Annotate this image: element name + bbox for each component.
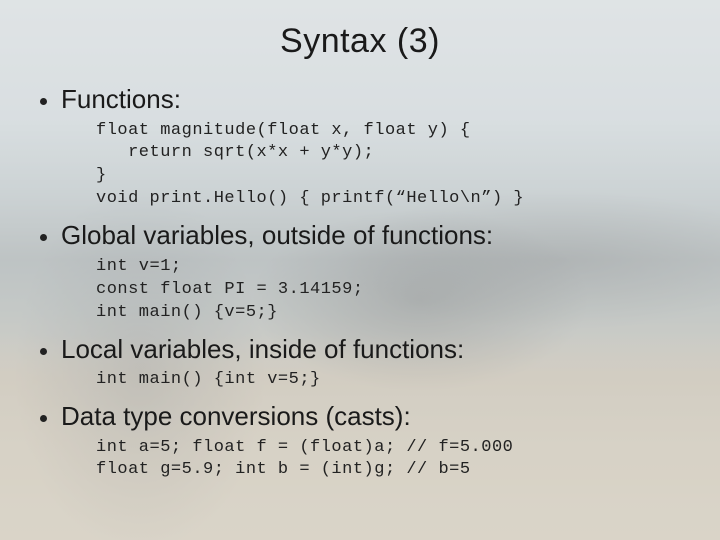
slide-title: Syntax (3) <box>34 22 686 61</box>
code-block: int a=5; float f = (float)a; // f=5.000 … <box>96 437 686 483</box>
bullet-line: Local variables, inside of functions: <box>34 333 686 366</box>
bullet-line: Data type conversions (casts): <box>34 400 686 433</box>
bullet-dot-icon <box>40 98 47 105</box>
bullet-list: Functions: float magnitude(float x, floa… <box>34 83 686 482</box>
bullet-label: Data type conversions (casts): <box>61 400 411 433</box>
bullet-casts: Data type conversions (casts): int a=5; … <box>34 400 686 482</box>
code-block: int v=1; const float PI = 3.14159; int m… <box>96 256 686 325</box>
code-block: int main() {int v=5;} <box>96 369 686 392</box>
bullet-label: Functions: <box>61 83 181 116</box>
bullet-line: Global variables, outside of functions: <box>34 219 686 252</box>
bullet-label: Global variables, outside of functions: <box>61 219 493 252</box>
bullet-label: Local variables, inside of functions: <box>61 333 464 366</box>
bullet-dot-icon <box>40 348 47 355</box>
bullet-functions: Functions: float magnitude(float x, floa… <box>34 83 686 211</box>
code-block: float magnitude(float x, float y) { retu… <box>96 120 686 212</box>
bullet-line: Functions: <box>34 83 686 116</box>
bullet-locals: Local variables, inside of functions: in… <box>34 333 686 392</box>
bullet-globals: Global variables, outside of functions: … <box>34 219 686 324</box>
bullet-dot-icon <box>40 415 47 422</box>
bullet-dot-icon <box>40 234 47 241</box>
slide: Syntax (3) Functions: float magnitude(fl… <box>0 0 720 540</box>
